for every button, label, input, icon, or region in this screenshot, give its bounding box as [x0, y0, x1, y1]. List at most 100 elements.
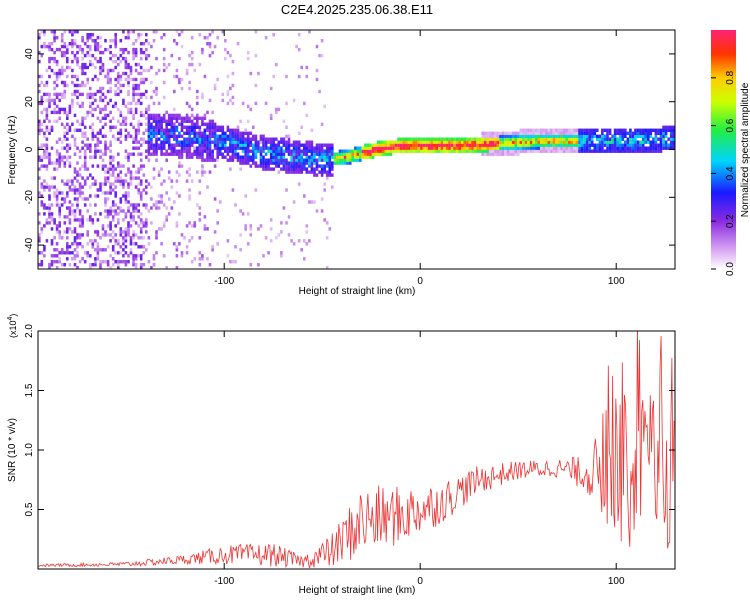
spectrogram-cell: [111, 218, 115, 222]
spectrogram-cell: [297, 152, 301, 156]
colorbar-gradient: [711, 30, 736, 269]
spectrogram-cell: [68, 125, 72, 129]
spectrogram-cell: [596, 146, 599, 150]
spectrogram-cell: [626, 143, 630, 147]
spectrogram-cell: [254, 53, 258, 58]
spectrogram-cell: [514, 146, 518, 150]
spectrogram-cell: [71, 203, 74, 207]
spectrogram-cell: [160, 128, 163, 132]
spectrogram-cell: [193, 221, 196, 225]
spectrogram-cell: [117, 62, 120, 67]
spectrogram-cell: [91, 62, 95, 67]
spectrogram-cell: [241, 212, 245, 216]
spectrogram-cell: [412, 140, 416, 144]
spectrogram-cell: [109, 164, 112, 168]
spectrogram-cell: [38, 59, 41, 64]
spectrogram-cell: [537, 137, 540, 141]
spectrogram-cell: [404, 137, 408, 141]
spectrogram-cell: [522, 140, 525, 144]
spectrogram-cell: [519, 149, 523, 153]
spectrogram-cell: [231, 149, 235, 153]
spectrogram-cell: [287, 143, 291, 147]
spectrogram-cell: [142, 173, 146, 177]
spectrogram-cell: [89, 194, 92, 198]
spectrogram-cell: [155, 56, 158, 61]
spectrogram-cell: [420, 137, 423, 141]
spectrogram-cell: [55, 197, 59, 201]
spectrogram-cell: [269, 161, 273, 165]
spectrogram-cell: [76, 83, 79, 88]
spectrogram-cell: [68, 251, 72, 255]
spectrogram-cell: [50, 260, 54, 264]
spectrogram-cell: [155, 125, 158, 129]
spectrogram-cell: [331, 167, 334, 171]
spectrogram-cell: [264, 143, 268, 147]
spectrogram-cell: [246, 137, 250, 141]
spectrogram-cell: [315, 161, 319, 165]
spectrogram-cell: [55, 188, 59, 192]
spectrogram-cell: [78, 155, 82, 159]
spectrogram-cell: [601, 137, 604, 141]
spectrogram-cell: [104, 203, 107, 207]
spectrogram-cell: [356, 155, 360, 159]
snr-xlabel: Height of straight line (km): [299, 585, 416, 596]
spectrogram-cell: [94, 263, 97, 267]
spectrogram-cell: [142, 68, 146, 73]
spectrogram-cell: [453, 149, 456, 153]
spectrogram-cell: [292, 155, 296, 159]
spectrogram-cell: [180, 155, 184, 159]
spectrogram-cell: [66, 251, 69, 255]
spectrogram-cell: [672, 131, 675, 135]
spectrogram-cell: [249, 140, 253, 144]
spectrogram-cell: [246, 119, 250, 123]
spectrogram-cell: [114, 53, 117, 58]
spectrogram-cell: [66, 110, 69, 115]
spectrogram-cell: [193, 152, 196, 156]
spectrogram-cell: [76, 161, 79, 165]
spectrogram-cell: [483, 134, 487, 138]
spectrogram-cell: [208, 263, 212, 267]
spectrogram-cell: [122, 179, 125, 183]
spectrogram-cell: [71, 39, 74, 43]
spectrogram-cell: [76, 206, 79, 210]
spectrogram-cell: [560, 146, 563, 150]
spectrogram-cell: [155, 30, 158, 34]
spectrogram-cell: [295, 140, 298, 144]
spectrogram-cell: [145, 185, 148, 189]
spectrogram-cell: [272, 137, 275, 141]
spectrogram-cell: [231, 155, 235, 159]
spectrogram-cell: [331, 161, 334, 165]
spectrogram-cell: [139, 218, 143, 222]
spectrogram-cell: [529, 137, 533, 141]
spectrogram-cell: [552, 143, 556, 147]
spectrogram-cell: [43, 83, 46, 88]
spectrogram-cell: [73, 39, 77, 43]
spectrogram-cell: [203, 74, 207, 79]
spectrogram-cell: [481, 140, 484, 144]
spectrogram-cell: [63, 42, 67, 46]
spectrogram-cell: [129, 173, 133, 177]
spectrogram-cell: [183, 140, 186, 144]
spectrogram-cell: [127, 221, 130, 225]
spectrogram-cell: [78, 218, 82, 222]
spectrogram-cell: [315, 167, 319, 171]
spectrogram-cell: [468, 146, 472, 150]
spectrogram-cell: [208, 119, 212, 123]
spectrogram-cell: [432, 143, 436, 147]
spectrogram-cell: [78, 194, 82, 198]
spectrogram-cell: [132, 30, 135, 34]
spectrogram-cell: [167, 131, 171, 135]
spectrogram-cell: [236, 158, 240, 162]
spectrogram-cell: [664, 131, 668, 135]
spectrogram-cell: [63, 197, 67, 201]
spectrogram-cell: [249, 164, 253, 168]
spectrogram-cell: [356, 146, 360, 150]
spectrogram-cell: [91, 131, 95, 135]
spectrogram-cell: [305, 158, 309, 162]
spectrogram-cell: [649, 143, 653, 147]
spectrogram-cell: [229, 155, 232, 159]
spectrogram-cell: [117, 74, 120, 79]
spectrogram-cell: [354, 152, 357, 156]
spectrogram-cell: [40, 80, 44, 85]
